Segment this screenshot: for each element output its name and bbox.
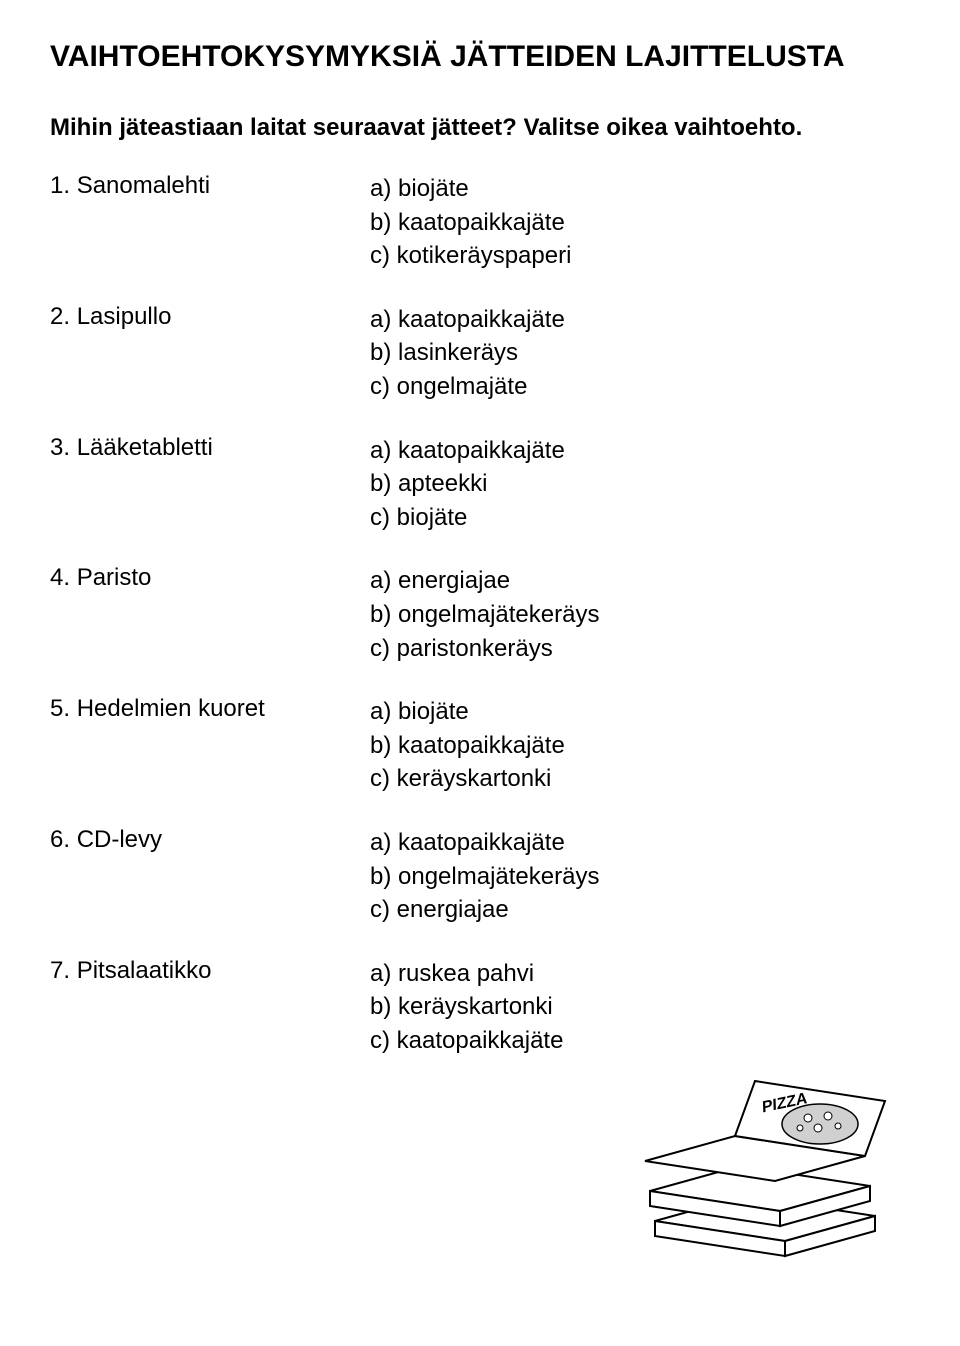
option-c: c) paristonkeräys (370, 632, 599, 666)
question-options: a) biojäte b) kaatopaikkajäte c) keräysk… (370, 695, 565, 796)
pizza-box-icon: PIZZA (620, 1066, 900, 1266)
question-text: Lasipullo (77, 303, 172, 330)
option-a: a) kaatopaikkajäte (370, 826, 599, 860)
question-row: 2. Lasipullo a) kaatopaikkajäte b) lasin… (50, 303, 910, 404)
page-subtitle: Mihin jäteastiaan laitat seuraavat jätte… (50, 114, 910, 142)
option-c: c) kotikeräyspaperi (370, 239, 571, 273)
question-options: a) kaatopaikkajäte b) lasinkeräys c) ong… (370, 303, 565, 404)
question-number: 5. (50, 695, 70, 722)
question-row: 6. CD-levy a) kaatopaikkajäte b) ongelma… (50, 826, 910, 927)
question-text: Paristo (77, 564, 152, 591)
question-number: 1. (50, 172, 70, 199)
question-text: Lääketabletti (77, 434, 213, 461)
option-b: b) ongelmajätekeräys (370, 598, 599, 632)
question-options: a) biojäte b) kaatopaikkajäte c) kotiker… (370, 172, 571, 273)
question-options: a) kaatopaikkajäte b) apteekki c) biojät… (370, 434, 565, 535)
option-b: b) kaatopaikkajäte (370, 206, 571, 240)
option-c: c) biojäte (370, 501, 565, 535)
option-c: c) keräyskartonki (370, 762, 565, 796)
question-number: 7. (50, 957, 70, 984)
question-label: 1. Sanomalehti (50, 172, 370, 273)
question-row: 7. Pitsalaatikko a) ruskea pahvi b) kerä… (50, 957, 910, 1058)
option-a: a) kaatopaikkajäte (370, 303, 565, 337)
question-text: Pitsalaatikko (77, 957, 212, 984)
question-number: 4. (50, 564, 70, 591)
question-options: a) kaatopaikkajäte b) ongelmajätekeräys … (370, 826, 599, 927)
question-label: 3. Lääketabletti (50, 434, 370, 535)
option-a: a) ruskea pahvi (370, 957, 563, 991)
question-row: 4. Paristo a) energiajae b) ongelmajätek… (50, 564, 910, 665)
question-row: 3. Lääketabletti a) kaatopaikkajäte b) a… (50, 434, 910, 535)
option-c: c) ongelmajäte (370, 370, 565, 404)
question-text: CD-levy (77, 826, 162, 853)
option-b: b) kaatopaikkajäte (370, 729, 565, 763)
question-number: 2. (50, 303, 70, 330)
question-text: Hedelmien kuoret (77, 695, 265, 722)
question-number: 3. (50, 434, 70, 461)
option-c: c) energiajae (370, 893, 599, 927)
option-c: c) kaatopaikkajäte (370, 1024, 563, 1058)
question-label: 4. Paristo (50, 564, 370, 665)
question-options: a) energiajae b) ongelmajätekeräys c) pa… (370, 564, 599, 665)
question-row: 1. Sanomalehti a) biojäte b) kaatopaikka… (50, 172, 910, 273)
option-b: b) lasinkeräys (370, 336, 565, 370)
option-b: b) apteekki (370, 467, 565, 501)
question-label: 6. CD-levy (50, 826, 370, 927)
option-a: a) kaatopaikkajäte (370, 434, 565, 468)
questions-list: 1. Sanomalehti a) biojäte b) kaatopaikka… (50, 172, 910, 1057)
question-label: 7. Pitsalaatikko (50, 957, 370, 1058)
option-a: a) biojäte (370, 172, 571, 206)
option-a: a) biojäte (370, 695, 565, 729)
option-a: a) energiajae (370, 564, 599, 598)
question-options: a) ruskea pahvi b) keräyskartonki c) kaa… (370, 957, 563, 1058)
question-label: 2. Lasipullo (50, 303, 370, 404)
question-label: 5. Hedelmien kuoret (50, 695, 370, 796)
option-b: b) keräyskartonki (370, 990, 563, 1024)
question-number: 6. (50, 826, 70, 853)
question-text: Sanomalehti (77, 172, 210, 199)
option-b: b) ongelmajätekeräys (370, 860, 599, 894)
page-title: VAIHTOEHTOKYSYMYKSIÄ JÄTTEIDEN LAJITTELU… (50, 40, 910, 74)
question-row: 5. Hedelmien kuoret a) biojäte b) kaatop… (50, 695, 910, 796)
